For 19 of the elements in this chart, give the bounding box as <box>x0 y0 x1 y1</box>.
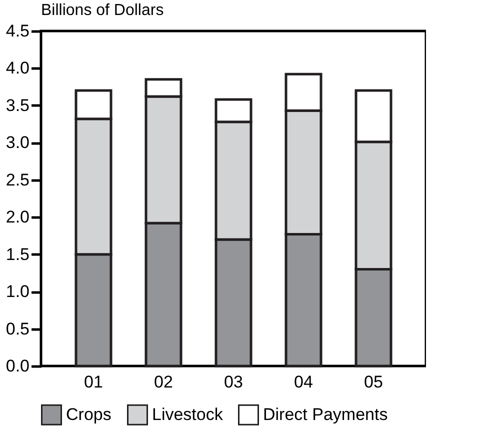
y-tick-label: 1.0 <box>6 282 30 302</box>
y-tick-label: 3.0 <box>6 133 30 152</box>
y-tick-label: 2.0 <box>6 208 30 227</box>
legend-label: Livestock <box>152 404 224 424</box>
y-tick-label: 4.0 <box>6 58 30 78</box>
x-tick-label: 02 <box>154 372 173 392</box>
y-tick-label: 1.5 <box>6 244 30 264</box>
legend-label: Direct Payments <box>263 404 388 424</box>
y-tick-label: 0.5 <box>6 319 30 338</box>
x-tick-label: 05 <box>364 372 383 392</box>
y-tick-label: 3.5 <box>6 96 30 115</box>
y-tick-label: 2.5 <box>6 170 30 190</box>
x-tick-label: 01 <box>84 372 103 392</box>
y-tick-label: 4.5 <box>6 22 30 40</box>
legend-label: Crops <box>66 404 112 424</box>
x-tick-label: 04 <box>294 372 313 392</box>
y-axis-title: Billions of Dollars <box>41 2 164 19</box>
x-tick-label: 03 <box>224 372 243 392</box>
y-tick-label: 0.0 <box>6 356 30 376</box>
